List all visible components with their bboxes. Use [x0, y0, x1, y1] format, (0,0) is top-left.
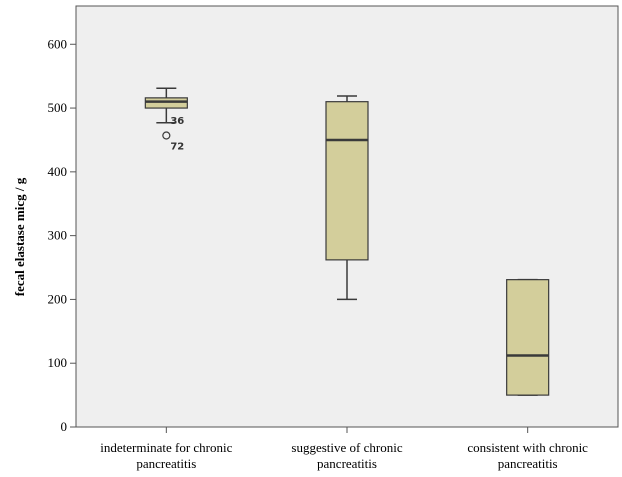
x-category-label: suggestive of chronic	[291, 440, 402, 455]
box-3	[506, 278, 550, 396]
y-axis-ticks: 0 100 200 300 400 500 600	[48, 36, 76, 434]
y-tick-label: 200	[48, 291, 68, 306]
x-category-label: pancreatitis	[317, 456, 377, 471]
outlier-label: 36	[170, 116, 184, 127]
box-1: 36 72	[144, 87, 188, 152]
x-category-label: indeterminate for chronic	[100, 440, 232, 455]
outlier-point	[162, 131, 171, 140]
y-tick-label: 500	[48, 100, 68, 115]
x-category-label: pancreatitis	[498, 456, 558, 471]
y-axis-label: fecal elastase micg / g	[12, 177, 27, 296]
box-iqr	[144, 97, 188, 109]
y-tick-label: 0	[61, 419, 68, 434]
box-iqr	[325, 101, 369, 261]
box-iqr	[506, 279, 550, 396]
x-axis-labels: indeterminate for chronicpancreatitissug…	[100, 427, 588, 471]
y-tick-label: 400	[48, 164, 68, 179]
y-tick-label: 300	[48, 228, 68, 243]
box-2	[325, 95, 369, 301]
y-tick-label: 100	[48, 355, 68, 370]
boxes: 36 72	[144, 87, 550, 396]
y-tick-label: 600	[48, 36, 68, 51]
x-category-label: pancreatitis	[136, 456, 196, 471]
outlier-label: 72	[170, 141, 184, 152]
x-category-label: consistent with chronic	[467, 440, 588, 455]
